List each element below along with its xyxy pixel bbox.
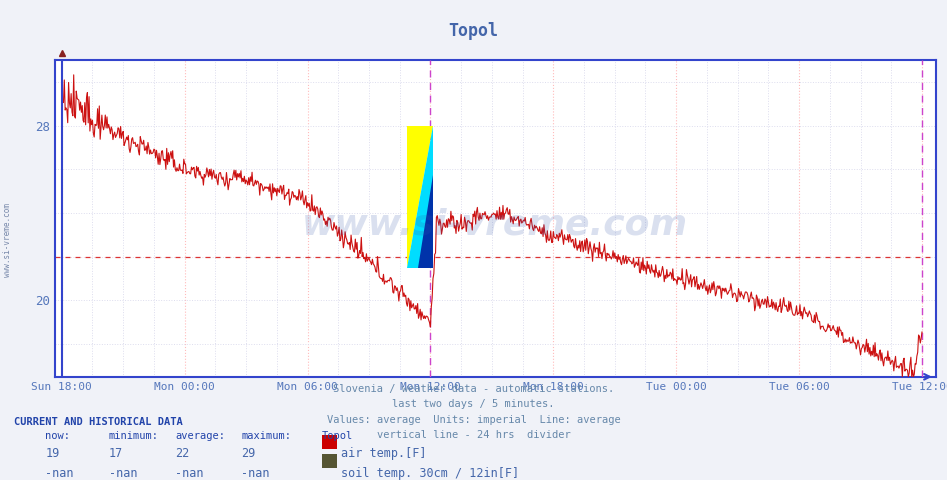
Text: maximum:: maximum: (241, 431, 292, 441)
Text: Topol: Topol (322, 431, 353, 441)
Text: Slovenia / weather data - automatic stations.: Slovenia / weather data - automatic stat… (333, 384, 614, 394)
Text: Values: average  Units: imperial  Line: average: Values: average Units: imperial Line: av… (327, 415, 620, 425)
Text: 19: 19 (45, 447, 60, 460)
Text: 17: 17 (109, 447, 123, 460)
Text: average:: average: (175, 431, 225, 441)
Text: CURRENT AND HISTORICAL DATA: CURRENT AND HISTORICAL DATA (14, 417, 183, 427)
Text: -nan: -nan (45, 467, 74, 480)
Text: now:: now: (45, 431, 70, 441)
Text: minimum:: minimum: (109, 431, 159, 441)
Text: 29: 29 (241, 447, 256, 460)
Polygon shape (407, 126, 433, 267)
Text: Topol: Topol (449, 22, 498, 40)
Text: soil temp. 30cm / 12in[F]: soil temp. 30cm / 12in[F] (341, 467, 519, 480)
Polygon shape (407, 126, 433, 267)
Text: last two days / 5 minutes.: last two days / 5 minutes. (392, 399, 555, 409)
Text: www.si-vreme.com: www.si-vreme.com (3, 203, 12, 277)
Text: www.si-vreme.com: www.si-vreme.com (302, 208, 688, 242)
Text: vertical line - 24 hrs  divider: vertical line - 24 hrs divider (377, 430, 570, 440)
Polygon shape (418, 175, 433, 267)
Text: 22: 22 (175, 447, 189, 460)
Text: air temp.[F]: air temp.[F] (341, 447, 426, 460)
Text: -nan: -nan (109, 467, 137, 480)
Text: -nan: -nan (241, 467, 270, 480)
Text: -nan: -nan (175, 467, 204, 480)
